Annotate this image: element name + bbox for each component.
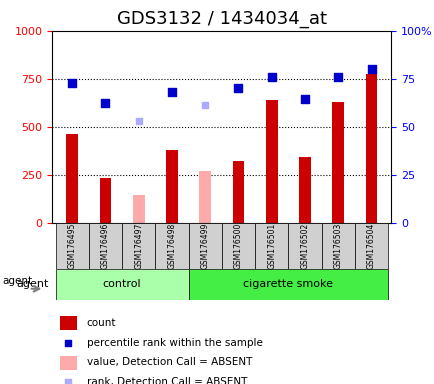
Text: agent: agent [3,276,33,286]
Text: rank, Detection Call = ABSENT: rank, Detection Call = ABSENT [86,377,247,384]
Bar [232,161,244,223]
FancyBboxPatch shape [188,269,387,300]
Point [234,85,241,91]
Point [385,329,392,335]
Text: GSM176504: GSM176504 [366,223,375,269]
Point [102,100,108,106]
Bar [99,177,111,223]
Text: GSM176497: GSM176497 [134,223,143,269]
Text: count: count [86,318,116,328]
Bar [60,316,77,330]
Bar [60,356,77,370]
Text: GSM176498: GSM176498 [167,223,176,269]
Bar [332,102,343,223]
Text: GSM176501: GSM176501 [266,223,276,269]
Text: percentile rank within the sample: percentile rank within the sample [86,338,262,348]
Point [168,89,175,95]
Bar [365,74,377,223]
Text: GSM176502: GSM176502 [300,223,309,269]
Bar [166,150,178,223]
FancyBboxPatch shape [254,223,288,269]
Bar [132,195,144,223]
Text: GSM176499: GSM176499 [200,223,209,269]
FancyBboxPatch shape [288,223,321,269]
Text: value, Detection Call = ABSENT: value, Detection Call = ABSENT [86,358,251,367]
Point [367,66,374,72]
FancyBboxPatch shape [89,223,122,269]
Title: GDS3132 / 1434034_at: GDS3132 / 1434034_at [117,10,326,28]
FancyBboxPatch shape [321,223,354,269]
FancyBboxPatch shape [122,223,155,269]
Point [268,74,275,80]
Point [334,74,341,80]
Text: cigarette smoke: cigarette smoke [243,279,332,289]
Point [135,118,142,124]
FancyBboxPatch shape [354,223,387,269]
Bar [265,100,277,223]
Text: GSM176503: GSM176503 [333,223,342,269]
FancyBboxPatch shape [56,223,89,269]
Text: GSM176495: GSM176495 [68,223,76,269]
Point [201,101,208,108]
FancyBboxPatch shape [56,269,188,300]
Text: agent: agent [16,279,49,289]
FancyBboxPatch shape [155,223,188,269]
Point [301,96,308,102]
Text: GSM176500: GSM176500 [233,223,243,269]
Bar [66,134,78,223]
Text: control: control [102,279,141,289]
Point [69,79,76,86]
FancyBboxPatch shape [221,223,254,269]
FancyBboxPatch shape [188,223,221,269]
Bar [299,157,310,223]
Text: GSM176496: GSM176496 [101,223,110,269]
Bar [199,171,210,223]
